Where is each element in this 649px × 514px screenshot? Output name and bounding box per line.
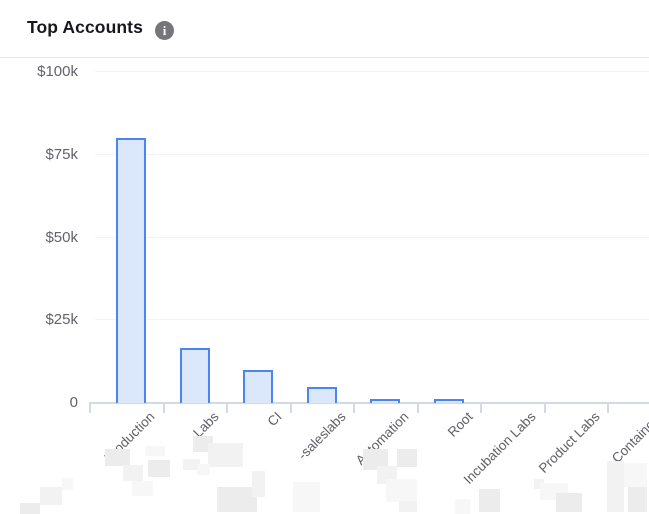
redaction-block bbox=[397, 449, 417, 467]
x-axis-tick bbox=[607, 404, 610, 413]
y-axis-label: $25k bbox=[45, 311, 78, 329]
redaction-block bbox=[455, 499, 470, 514]
redaction-block bbox=[252, 471, 265, 497]
x-axis-tick bbox=[543, 404, 546, 413]
redaction-block bbox=[217, 487, 257, 512]
y-axis-label: $100k bbox=[37, 63, 78, 80]
info-icon-glyph: i bbox=[162, 23, 167, 38]
redaction-block bbox=[145, 446, 165, 456]
bar-labs[interactable] bbox=[179, 348, 210, 403]
x-axis-tick bbox=[89, 404, 91, 413]
redaction-block bbox=[40, 487, 62, 505]
redaction-block bbox=[628, 487, 647, 512]
x-axis-tick bbox=[289, 404, 292, 413]
info-icon[interactable]: i bbox=[155, 21, 174, 40]
y-axis-label: $75k bbox=[45, 145, 78, 163]
x-axis-tick bbox=[226, 404, 229, 413]
redaction-block bbox=[399, 501, 417, 512]
redaction-block bbox=[123, 465, 143, 481]
header-divider bbox=[0, 57, 649, 58]
redaction-block bbox=[479, 489, 500, 512]
gridline-$100k bbox=[95, 71, 649, 72]
redaction-block bbox=[197, 464, 210, 475]
gridline-$50k bbox=[95, 236, 649, 238]
gridline-$75k bbox=[95, 153, 649, 155]
redaction-block bbox=[607, 461, 624, 512]
x-axis-line bbox=[89, 402, 649, 404]
redaction-block bbox=[556, 493, 582, 512]
redaction-block bbox=[105, 449, 130, 466]
x-axis-tick bbox=[480, 404, 483, 413]
redaction-block bbox=[386, 479, 417, 502]
bar-ci[interactable] bbox=[243, 369, 273, 403]
x-axis-tick bbox=[162, 404, 165, 413]
redaction-block bbox=[624, 463, 647, 487]
bar--saleslabs[interactable] bbox=[306, 387, 337, 403]
redaction-block bbox=[20, 503, 40, 514]
redaction-block bbox=[62, 478, 73, 490]
bar-root[interactable] bbox=[433, 398, 464, 403]
x-axis-tick bbox=[353, 404, 356, 413]
redaction-block bbox=[132, 481, 153, 496]
redaction-block bbox=[148, 460, 170, 477]
x-axis-tick bbox=[416, 404, 419, 413]
bar-automation[interactable] bbox=[370, 399, 400, 403]
bar-production[interactable] bbox=[116, 138, 146, 403]
redaction-block bbox=[293, 482, 320, 512]
redaction-block bbox=[363, 449, 388, 470]
redaction-block bbox=[208, 443, 243, 467]
redaction-block bbox=[183, 459, 200, 470]
redaction-block bbox=[534, 479, 544, 489]
gridline-$25k bbox=[95, 319, 649, 321]
y-axis-label: $50k bbox=[45, 228, 78, 246]
y-axis-label: 0 bbox=[69, 394, 78, 411]
page-title: Top Accounts bbox=[27, 17, 143, 37]
